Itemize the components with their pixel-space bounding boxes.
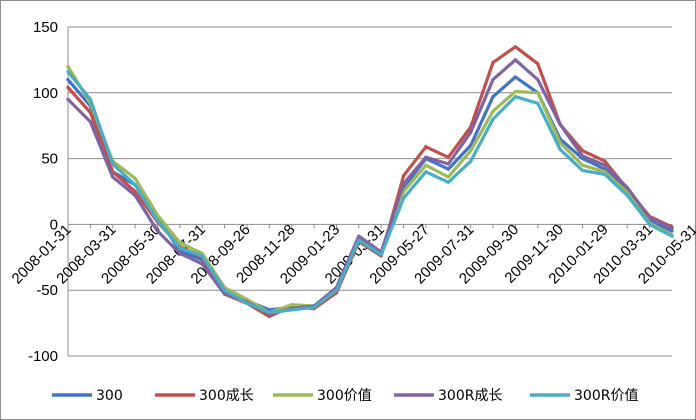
data-point xyxy=(446,162,450,166)
series-line-3 xyxy=(66,58,674,316)
data-point xyxy=(670,229,674,233)
data-point xyxy=(88,110,92,115)
data-point xyxy=(491,78,495,82)
data-point xyxy=(401,174,406,178)
data-point xyxy=(446,180,450,184)
data-point xyxy=(424,155,428,159)
y-tick-label: -100 xyxy=(28,348,58,365)
legend-label: 300R成长 xyxy=(438,388,502,404)
data-point xyxy=(469,149,473,153)
data-point xyxy=(357,238,361,242)
data-point xyxy=(401,196,406,200)
data-point xyxy=(513,89,518,94)
data-point xyxy=(222,288,227,292)
data-point xyxy=(133,193,137,198)
data-point xyxy=(603,163,607,167)
data-point xyxy=(469,130,473,134)
data-point xyxy=(267,310,271,315)
data-point xyxy=(66,78,70,82)
y-tick-label: 0 xyxy=(50,216,58,233)
data-point xyxy=(536,62,540,66)
data-point xyxy=(580,149,585,153)
data-point xyxy=(178,251,182,255)
data-point xyxy=(513,95,518,99)
data-point xyxy=(558,141,562,145)
data-point xyxy=(88,97,92,101)
data-point xyxy=(648,216,652,220)
y-tick-label: 150 xyxy=(33,19,58,36)
data-point xyxy=(558,147,562,151)
data-point xyxy=(491,60,495,65)
data-point xyxy=(401,182,406,186)
data-point xyxy=(66,85,70,90)
data-point xyxy=(536,101,540,105)
data-point xyxy=(267,314,271,319)
data-point xyxy=(603,172,607,176)
legend-label: 300成长 xyxy=(199,388,254,404)
data-point xyxy=(155,213,160,217)
y-tick-label: -50 xyxy=(36,282,58,299)
data-point xyxy=(536,91,540,95)
data-point xyxy=(111,175,115,179)
data-point xyxy=(66,64,70,69)
data-point xyxy=(290,303,294,307)
data-point xyxy=(491,117,495,121)
data-point xyxy=(603,159,607,163)
data-point xyxy=(290,308,294,312)
data-point xyxy=(111,162,115,166)
data-point xyxy=(424,145,428,149)
data-point xyxy=(580,168,585,173)
data-point xyxy=(155,218,160,223)
data-point xyxy=(424,163,428,167)
y-tick-label: 50 xyxy=(41,151,58,168)
legend-label: 300价值 xyxy=(317,388,372,404)
data-point xyxy=(625,193,629,198)
data-point xyxy=(178,246,182,250)
data-point xyxy=(580,163,585,167)
data-point xyxy=(379,253,383,257)
data-point xyxy=(222,292,227,296)
data-point xyxy=(670,234,674,238)
data-point xyxy=(648,222,652,226)
data-point xyxy=(670,226,674,230)
data-point xyxy=(469,159,473,163)
data-point xyxy=(513,75,518,79)
data-point xyxy=(513,45,518,49)
series-line-4 xyxy=(66,70,674,315)
data-point xyxy=(446,167,450,171)
data-point xyxy=(580,154,585,158)
data-point xyxy=(625,185,629,190)
data-point xyxy=(424,170,428,174)
data-point xyxy=(491,95,495,99)
data-point xyxy=(312,305,316,309)
data-point xyxy=(446,155,450,159)
data-point xyxy=(133,176,137,180)
data-point xyxy=(558,122,562,126)
data-point xyxy=(491,109,495,113)
y-tick-label: 100 xyxy=(33,85,58,102)
data-point xyxy=(446,175,450,179)
data-point xyxy=(155,229,160,233)
legend-label: 300 xyxy=(96,388,123,404)
data-point xyxy=(66,97,70,101)
data-point xyxy=(133,189,137,194)
data-point xyxy=(536,78,540,82)
data-point xyxy=(245,301,249,305)
data-point xyxy=(200,254,204,258)
data-point xyxy=(513,58,518,62)
data-point xyxy=(603,170,607,174)
data-point xyxy=(66,70,70,74)
data-point xyxy=(334,288,339,292)
data-point xyxy=(357,234,361,238)
data-point xyxy=(200,262,204,266)
data-point xyxy=(133,183,137,187)
data-point xyxy=(178,241,182,245)
data-point xyxy=(88,120,92,124)
legend-label: 300R价值 xyxy=(574,388,638,404)
